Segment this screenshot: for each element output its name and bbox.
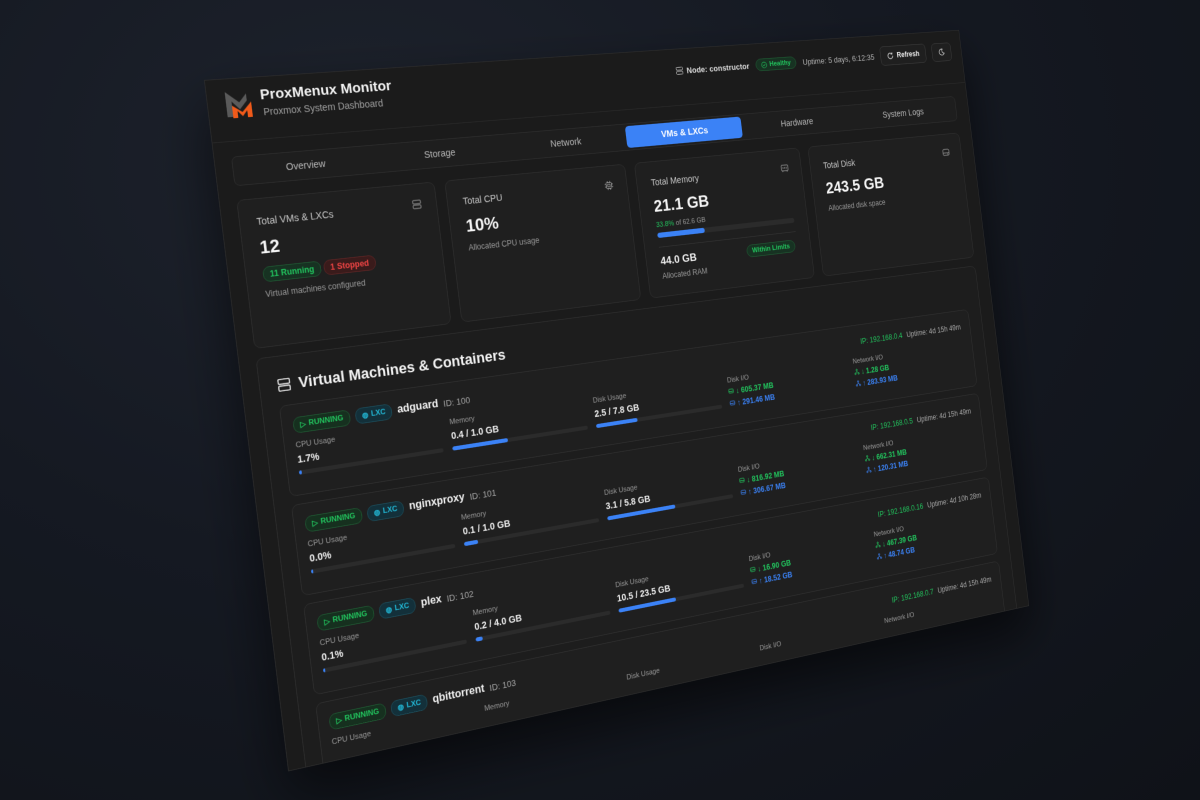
network-icon: [854, 368, 860, 375]
within-limits-badge: Within Limits: [746, 239, 796, 258]
stat-card-total-memory: Total Memory 21.1 GB 33.8% of 62.6 GB 44…: [633, 147, 815, 299]
stat-card-total-vms: Total VMs & LXCs 12 11 Running 1 Stopped …: [236, 181, 452, 349]
vm-id: ID: 100: [442, 394, 471, 409]
tab-vms-lxcs[interactable]: VMs & LXCs: [624, 116, 743, 149]
status-text: RUNNING: [332, 609, 368, 625]
hard-drive-icon: [941, 147, 950, 157]
tab-hardware[interactable]: Hardware: [780, 115, 814, 129]
container-icon: ◍: [361, 410, 369, 420]
vm-id: ID: 101: [469, 487, 497, 502]
cpu-bar-fill: [298, 470, 302, 475]
memory-total: of 62.6 GB: [675, 216, 707, 227]
cpu-icon: [604, 180, 615, 191]
node-info: Node: constructor: [675, 61, 750, 76]
container-icon: ◍: [373, 507, 381, 518]
tab-storage[interactable]: Storage: [423, 146, 456, 161]
theme-toggle-button[interactable]: [930, 42, 953, 62]
type-badge: ◍ LXC: [354, 403, 394, 425]
tab-network[interactable]: Network: [549, 135, 582, 149]
stat-card-total-disk: Total Disk 243.5 GB Allocated disk space: [807, 132, 975, 277]
vm-name[interactable]: nginxproxy: [408, 491, 466, 513]
status-badge: ▷ RUNNING: [304, 506, 363, 533]
node-label: Node: constructor: [686, 61, 750, 75]
tab-system-logs[interactable]: System Logs: [881, 106, 925, 120]
stopped-count-badge: 1 Stopped: [322, 254, 377, 276]
type-text: LXC: [382, 504, 398, 516]
net-in-value: ↓ 1.28 GB: [860, 363, 890, 377]
type-badge: ◍ LXC: [378, 596, 417, 620]
status-badge: ▷ RUNNING: [328, 702, 387, 731]
disk-write-value: ↑ 291.46 MB: [736, 392, 776, 408]
disk-bar-fill: [595, 417, 638, 429]
container-icon: ◍: [397, 702, 405, 712]
refresh-button[interactable]: Refresh: [879, 43, 927, 66]
net-out-value: ↑ 283.93 MB: [861, 373, 899, 388]
tab-overview[interactable]: Overview: [285, 157, 327, 173]
memory-bar-fill: [452, 438, 508, 451]
moon-icon: [938, 48, 945, 56]
status-badge: ▷ RUNNING: [316, 604, 375, 632]
net-out-value: ↑ 120.31 MB: [872, 459, 909, 474]
type-text: LXC: [406, 698, 422, 710]
dashboard-window: ProxMenux Monitor Proxmox System Dashboa…: [204, 29, 1030, 772]
health-badge: Healthy: [755, 56, 797, 72]
hard-drive-icon: [728, 387, 734, 394]
container-icon: ◍: [385, 605, 393, 615]
check-circle-icon: [761, 61, 768, 68]
memory-percent: 33.8%: [655, 219, 675, 230]
hard-drive-icon: [740, 489, 746, 496]
status-badge: ▷ RUNNING: [292, 409, 351, 434]
refresh-icon: [887, 51, 895, 59]
play-icon: ▷: [299, 419, 307, 429]
proxmenux-logo-icon: [224, 90, 253, 119]
network-icon: [866, 466, 872, 473]
server-icon: [675, 66, 684, 75]
allocated-ram-value: 44.0 GB: [659, 251, 698, 268]
status-text: RUNNING: [320, 511, 356, 526]
network-icon: [864, 455, 870, 462]
vm-name[interactable]: adguard: [396, 398, 439, 416]
hard-drive-icon: [729, 399, 735, 406]
play-icon: ▷: [311, 518, 319, 528]
type-badge: ◍ LXC: [366, 499, 405, 522]
header: ProxMenux Monitor Proxmox System Dashboa…: [204, 30, 965, 144]
network-icon: [875, 541, 881, 548]
refresh-label: Refresh: [896, 49, 920, 60]
network-icon: [876, 553, 882, 560]
server-icon: [276, 376, 293, 393]
status-text: RUNNING: [344, 707, 380, 724]
memory-bar-fill: [464, 539, 479, 547]
stat-card-total-cpu: Total CPU 10% Allocated CPU usage: [444, 163, 642, 323]
type-text: LXC: [394, 601, 410, 613]
memory-progress-fill: [657, 227, 706, 239]
hard-drive-icon: [739, 477, 745, 484]
vm-section: Virtual Machines & Containers ▷ RUNNING ◍…: [255, 265, 1022, 772]
running-count-badge: 11 Running: [262, 260, 322, 283]
type-badge: ◍ LXC: [390, 693, 429, 717]
play-icon: ▷: [323, 616, 331, 627]
play-icon: ▷: [335, 715, 343, 726]
type-text: LXC: [370, 407, 387, 419]
vm-id: ID: 102: [446, 588, 475, 604]
memory-bar-fill: [475, 636, 484, 642]
cpu-bar-fill: [322, 668, 326, 673]
memory-icon: [780, 163, 790, 174]
health-status: Healthy: [768, 59, 792, 68]
hard-drive-icon: [751, 578, 757, 585]
network-icon: [855, 380, 861, 387]
vm-name[interactable]: plex: [420, 593, 443, 609]
net-out-value: ↑ 48.74 GB: [883, 545, 916, 561]
vm-name[interactable]: qbittorrent: [431, 682, 486, 706]
server-icon: [411, 199, 423, 211]
vm-id: ID: 103: [488, 677, 517, 693]
system-uptime: Uptime: 5 days, 6:12:35: [802, 52, 875, 67]
cpu-bar-fill: [310, 569, 314, 574]
status-text: RUNNING: [308, 413, 344, 428]
hard-drive-icon: [750, 566, 756, 573]
